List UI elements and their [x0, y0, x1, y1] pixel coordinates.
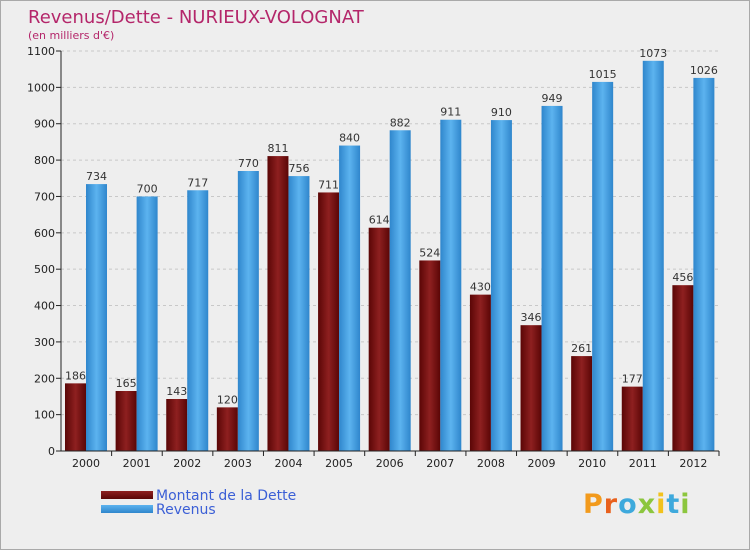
chart-subtitle: (en milliers d'€) — [28, 29, 115, 42]
logo-letter: P — [583, 489, 604, 520]
bar-revenus — [541, 105, 563, 451]
logo-letter: x — [637, 489, 657, 520]
x-tick-label: 2008 — [477, 457, 505, 470]
data-label-revenus: 1015 — [589, 68, 617, 81]
logo-letter: t — [666, 489, 681, 520]
data-label-dette: 165 — [116, 377, 137, 390]
data-label-revenus: 1073 — [639, 47, 667, 60]
x-tick-label: 2011 — [629, 457, 657, 470]
y-tick-label: 100 — [34, 409, 55, 422]
logo-letter: o — [618, 489, 638, 520]
x-tick-label: 2000 — [72, 457, 100, 470]
legend-swatch-dette — [101, 491, 153, 499]
bar-dette — [267, 156, 289, 451]
x-tick-label: 2010 — [578, 457, 606, 470]
y-tick-label: 500 — [34, 263, 55, 276]
data-label-revenus: 840 — [339, 132, 360, 145]
bar-dette — [115, 391, 137, 451]
y-tick-label: 700 — [34, 190, 55, 203]
y-tick-label: 1100 — [27, 45, 55, 58]
y-tick-label: 400 — [34, 300, 55, 313]
data-label-revenus: 717 — [187, 176, 208, 189]
y-tick-label: 300 — [34, 336, 55, 349]
data-label-dette: 614 — [369, 214, 390, 227]
bar-dette — [469, 294, 491, 451]
data-label-revenus: 882 — [390, 116, 411, 129]
bar-revenus — [642, 60, 664, 452]
x-tick-label: 2001 — [123, 457, 151, 470]
data-label-dette: 177 — [622, 373, 643, 386]
data-label-revenus: 910 — [491, 106, 512, 119]
data-label-revenus: 1026 — [690, 64, 718, 77]
axis-layer: 0 100 200 300 400 500 600 700 800 900 1000 1100 2000… — [27, 45, 720, 470]
x-tick-label: 2002 — [173, 457, 201, 470]
data-label-dette: 430 — [470, 281, 491, 294]
legend-swatch-revenus — [101, 505, 153, 513]
y-tick-label: 200 — [34, 372, 55, 385]
bar-revenus — [440, 119, 462, 452]
data-label-dette: 186 — [65, 369, 86, 382]
data-label-dette: 346 — [521, 311, 542, 324]
bar-layer — [65, 60, 715, 452]
x-tick-label: 2007 — [426, 457, 454, 470]
bar-revenus — [389, 130, 411, 452]
y-tick-label: 0 — [48, 445, 55, 458]
bar-dette — [65, 383, 86, 451]
bar-revenus — [187, 190, 209, 452]
data-label-revenus: 949 — [542, 92, 563, 105]
y-tick-label: 800 — [34, 154, 55, 167]
data-label-revenus: 734 — [86, 170, 107, 183]
data-label-dette: 456 — [672, 271, 693, 284]
x-tick-label: 2003 — [224, 457, 252, 470]
bar-revenus — [136, 196, 158, 451]
y-tick-label: 900 — [34, 118, 55, 131]
data-label-revenus: 700 — [137, 182, 158, 195]
bar-revenus — [288, 176, 310, 451]
data-label-dette: 120 — [217, 393, 238, 406]
bar-dette — [621, 386, 643, 451]
bar-dette — [571, 356, 593, 451]
logo-letter: i — [680, 489, 691, 520]
logo-letter: r — [603, 489, 619, 520]
data-label-dette: 811 — [267, 142, 288, 155]
bar-dette — [166, 399, 188, 451]
data-label-revenus: 756 — [288, 162, 309, 175]
x-tick-label: 2006 — [376, 457, 404, 470]
data-label-dette: 524 — [419, 246, 440, 259]
y-tick-label: 600 — [34, 227, 55, 240]
legend-label-revenus: Revenus — [156, 502, 216, 518]
bar-revenus — [693, 77, 715, 451]
data-label-revenus: 770 — [238, 157, 259, 170]
x-tick-label: 2012 — [679, 457, 707, 470]
proxiti-logo: Proxiti — [583, 489, 691, 520]
bar-revenus — [490, 120, 512, 451]
x-tick-label: 2004 — [274, 457, 302, 470]
bar-revenus — [237, 171, 259, 451]
bar-dette — [368, 227, 390, 451]
x-tick-label: 2005 — [325, 457, 353, 470]
bar-revenus — [592, 81, 614, 451]
bar-dette — [318, 192, 340, 452]
bar-dette — [520, 325, 542, 451]
y-tick-label: 1000 — [27, 81, 55, 94]
x-tick-label: 2009 — [528, 457, 556, 470]
chart-title: Revenus/Dette - NURIEUX-VOLOGNAT — [28, 7, 364, 28]
data-label-dette: 711 — [318, 178, 339, 191]
data-label-dette: 261 — [571, 342, 592, 355]
logo-letter: i — [656, 489, 667, 520]
data-label-revenus: 911 — [440, 106, 461, 119]
bar-dette — [216, 407, 238, 451]
bar-dette — [672, 285, 694, 451]
legend-label-dette: Montant de la Dette — [156, 488, 297, 504]
data-label-dette: 143 — [166, 385, 187, 398]
bar-dette — [419, 260, 441, 451]
bar-revenus — [86, 184, 107, 451]
bar-revenus — [339, 145, 361, 451]
